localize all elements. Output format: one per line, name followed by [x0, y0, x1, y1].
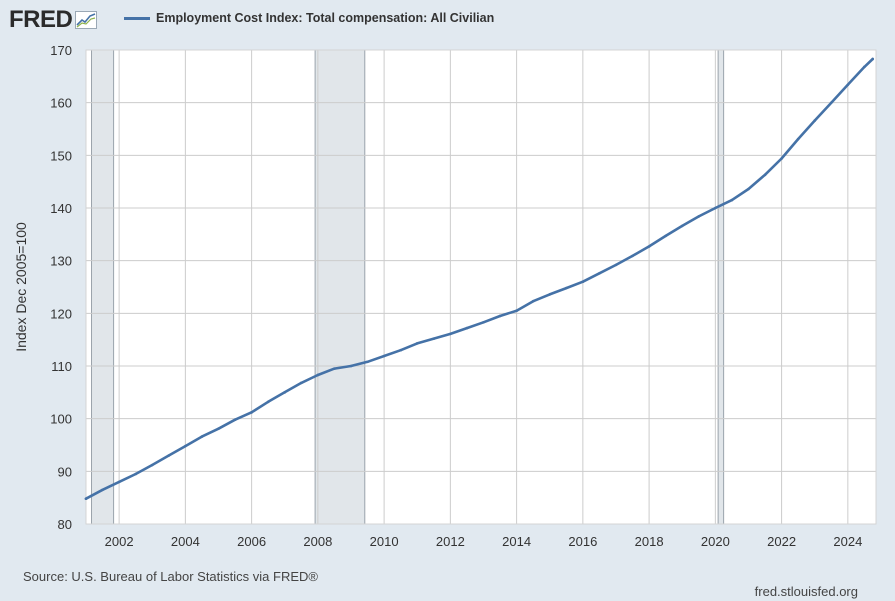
data-point — [167, 454, 171, 457]
recession-band — [718, 50, 724, 524]
data-point — [813, 119, 817, 122]
fred-logo[interactable]: FRED — [9, 6, 98, 34]
data-point — [349, 364, 353, 368]
plot-border — [85, 49, 877, 525]
fred-url-link[interactable]: fred.stlouisfed.org — [754, 584, 858, 599]
data-point — [283, 391, 287, 394]
data-point — [747, 187, 750, 191]
data-point — [382, 354, 386, 358]
data-point — [366, 360, 369, 364]
data-point — [614, 263, 618, 267]
data-point — [730, 198, 734, 202]
plot-background — [86, 50, 876, 524]
data-point — [233, 418, 237, 422]
data-point — [101, 488, 104, 492]
data-point — [449, 332, 452, 336]
data-point — [564, 286, 568, 290]
data-point — [780, 157, 783, 160]
data-point — [598, 272, 601, 275]
data-point — [266, 400, 270, 404]
data-point — [134, 472, 137, 476]
x-tick-label: 2012 — [436, 534, 465, 549]
recession-band — [91, 50, 114, 524]
y-tick-label: 160 — [50, 96, 72, 111]
y-tick-label: 140 — [50, 201, 72, 216]
chart-header: FRED Employment Cost Index: Total compen… — [0, 0, 895, 40]
x-tick-label: 2022 — [767, 534, 796, 549]
x-tick-label: 2010 — [370, 534, 399, 549]
data-point — [250, 411, 253, 414]
x-tick-label: 2004 — [171, 534, 200, 549]
recession-band — [315, 50, 365, 524]
data-point — [515, 309, 518, 313]
x-tick-label: 2018 — [635, 534, 664, 549]
x-tick-label: 2002 — [105, 534, 134, 549]
y-tick-label: 120 — [50, 306, 72, 321]
y-tick-label: 110 — [51, 359, 72, 374]
data-point — [333, 367, 336, 370]
y-tick-label: 150 — [50, 148, 72, 163]
x-tick-label: 2008 — [303, 534, 332, 549]
data-point — [482, 320, 485, 324]
fred-logo-text: FRED — [9, 6, 73, 33]
data-point — [846, 83, 850, 87]
x-tick-label: 2014 — [502, 534, 531, 549]
data-point — [829, 101, 833, 104]
data-point — [697, 215, 701, 218]
data-point — [432, 337, 436, 340]
data-point — [680, 224, 684, 228]
y-tick-label: 170 — [50, 43, 72, 58]
data-point — [300, 381, 303, 385]
x-tick-label: 2024 — [833, 534, 862, 549]
data-point — [117, 480, 121, 484]
x-tick-label: 2020 — [701, 534, 730, 549]
legend-swatch — [124, 16, 150, 20]
y-tick-label: 100 — [50, 412, 72, 427]
data-point — [184, 444, 187, 448]
x-tick-label: 2016 — [568, 534, 597, 549]
legend-label: Employment Cost Index: Total compensatio… — [156, 11, 495, 25]
x-tick-label: 2006 — [237, 534, 266, 549]
data-point — [763, 173, 767, 177]
data-point — [84, 497, 88, 501]
data-point — [217, 427, 220, 430]
fred-chart-icon — [75, 11, 98, 29]
data-point — [863, 65, 866, 69]
chart-legend[interactable]: Employment Cost Index: Total compensatio… — [124, 11, 494, 25]
data-point — [200, 435, 204, 438]
data-point — [871, 57, 874, 61]
data-point — [548, 293, 552, 296]
data-point — [498, 314, 502, 318]
data-point — [631, 254, 634, 258]
data-point — [415, 342, 419, 345]
data-point — [399, 348, 402, 352]
data-point — [647, 245, 651, 248]
y-tick-label: 80 — [58, 517, 72, 532]
y-tick-label: 130 — [50, 254, 72, 269]
data-point — [714, 206, 717, 210]
data-point — [581, 280, 585, 284]
source-note: Source: U.S. Bureau of Labor Statistics … — [23, 569, 318, 584]
data-point — [664, 234, 667, 238]
data-point — [796, 137, 800, 141]
data-point — [465, 326, 469, 330]
y-axis-label: Index Dec 2005=100 — [13, 222, 29, 352]
data-point — [531, 299, 535, 303]
data-point — [150, 463, 154, 467]
y-tick-label: 90 — [58, 464, 72, 479]
data-point — [316, 373, 320, 377]
